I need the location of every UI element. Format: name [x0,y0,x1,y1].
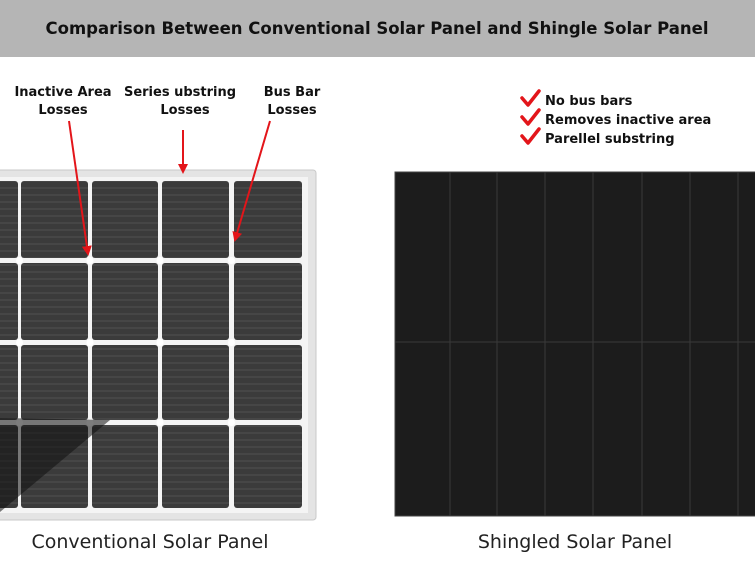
solar-cell [21,263,88,340]
solar-cell [162,425,229,508]
solar-cell [162,181,229,258]
cell-grid [0,181,302,508]
solar-cell [234,425,302,508]
check-icon [520,89,541,107]
shingled-panel [394,171,755,517]
arrow [232,120,271,242]
check-icon [520,127,541,145]
annotation-line: Losses [160,103,210,118]
solar-cell [0,345,18,420]
reflection [0,418,110,512]
solar-cell [234,345,302,420]
cell-gap-dot [228,339,235,346]
solar-cell [92,425,158,508]
annotation-line: Bus Bar [264,85,321,100]
solar-cell [0,181,18,258]
cell-gap-dot [86,257,94,264]
arrow [68,120,92,256]
cell-gap-dot [156,339,164,346]
solar-cell [21,181,88,258]
cell-gap-dot [228,257,235,264]
cell-gap-dot [228,419,235,426]
solar-cell [21,345,88,420]
checklist-item: Removes inactive area [545,113,711,128]
cell-gap-dot [156,257,164,264]
solar-cell [234,263,302,340]
shingle-lines [449,172,739,516]
cell-gap-dot [16,339,23,346]
checklist-item: Parellel substring [545,132,675,147]
panel-surface [394,171,755,517]
check-icon [520,108,541,126]
solar-cell [92,181,158,258]
caption: Shingled Solar Panel [478,531,672,553]
checklist: No bus bars Removes inactive area Parellel… [520,89,711,147]
caption: Conventional Solar Panel [32,531,269,553]
solar-cell [0,263,18,340]
annotation-line: Series ubstring [124,85,236,100]
solar-cell [92,263,158,340]
annotation-line: Losses [38,103,88,118]
annotation-line: Losses [267,103,317,118]
solar-cell [162,263,229,340]
solar-cell [234,181,302,258]
annotation-line: Inactive Area [14,85,111,100]
solar-cell [162,345,229,420]
header-title: Comparison Between Conventional Solar Pa… [46,19,709,38]
cell-gap-dot [156,419,164,426]
solar-cell [92,345,158,420]
cell-gap-dot [86,339,94,346]
conventional-panel [0,169,317,521]
checklist-item: No bus bars [545,94,633,109]
cell-gap-dot [16,257,23,264]
header-bar [0,0,755,57]
